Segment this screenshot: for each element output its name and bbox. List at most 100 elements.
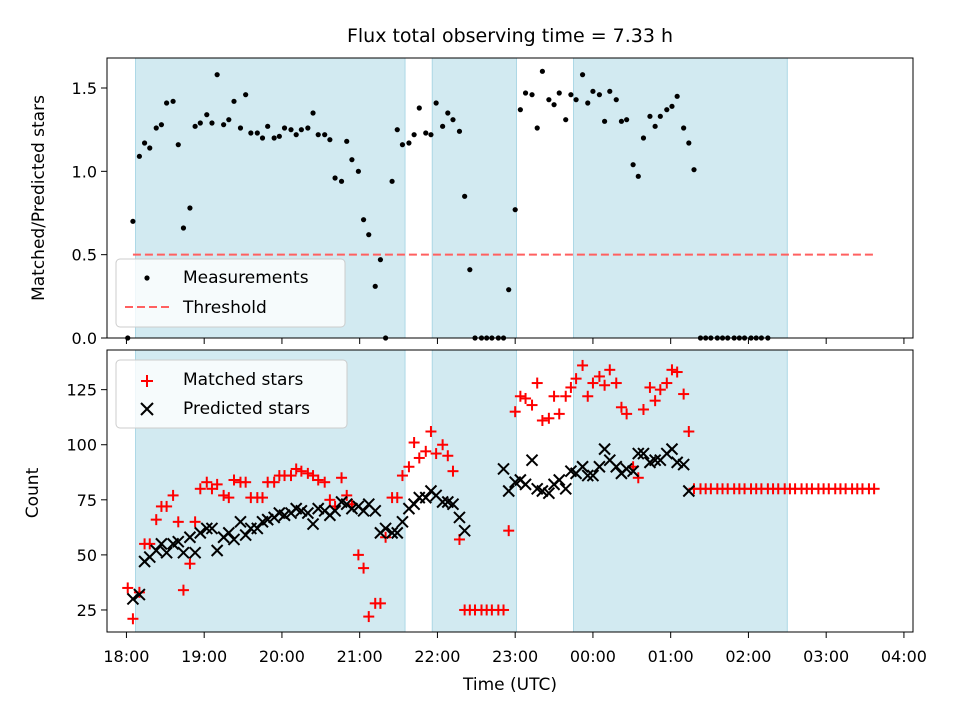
ratio-panel-frame [106,57,914,339]
predicted-star-stroke-b [593,460,606,473]
measurement-point [613,97,619,103]
matched-star-point [161,500,173,512]
matched-star-point [211,478,223,490]
predicted-star-stroke-b [610,460,623,473]
predicted-star-point [227,533,241,546]
measurement-point [440,123,446,129]
matched-star-point [582,390,594,402]
legend-predicted-marker [140,402,154,416]
measurement-point [607,88,613,94]
predicted-star-point [665,442,679,456]
predicted-star-stroke-b [227,533,241,546]
predicted-star-point [369,504,382,518]
matched-star-point [543,412,555,424]
measurement-point [399,142,406,148]
shaded-interval [431,57,517,339]
predicted-star-stroke-b [564,464,578,478]
matched-star-point [363,611,375,623]
matched-star-point [184,558,196,570]
measurement-point [573,97,579,103]
matched-star-point [374,597,386,609]
predicted-star-point [234,515,247,529]
matched-star-point [604,364,616,376]
measurement-point [416,105,422,111]
y-tick-label: 25 [77,601,97,620]
measurement-point [377,257,384,263]
measurement-point [635,173,641,179]
y-tick-label: 75 [77,491,97,510]
matched-star-point [302,467,314,479]
y-tick-label: 50 [77,546,97,565]
measurement-point [248,130,254,136]
count-y-axis: 25 50 75 100 125 [66,381,107,620]
ratio-legend-box [115,258,346,328]
measurement-point [652,123,658,129]
matched-star-point [666,364,678,376]
matched-star-point [615,401,627,413]
matched-star-point [661,377,673,389]
predicted-star-stroke-b [665,442,679,456]
measurement-point [450,117,456,123]
predicted-star-point [626,464,640,478]
x-tick-label: 01:00 [648,647,694,666]
x-tick-label: 18:00 [103,647,149,666]
legend-matched-label: Matched stars [183,370,303,390]
predicted-star-point [172,535,185,548]
predicted-star-point [126,592,140,606]
predicted-star-point [677,458,690,471]
measurement-point [355,168,361,174]
measurement-point [271,135,277,141]
predicted-star-stroke-b [620,462,633,476]
predicted-star-stroke-b [273,506,286,520]
measurement-point [243,92,249,98]
x-tick-label: 04:00 [881,647,927,666]
measurement-point [512,207,518,213]
matched-star-point [678,388,690,400]
matched-star-point [536,415,548,426]
predicted-star-stroke-b [632,447,645,460]
measurement-point [344,138,350,144]
matched-star-point [683,426,695,438]
measurement-point [657,113,663,119]
measurement-point [467,267,473,273]
predicted-star-point [682,484,696,498]
measurement-point [221,122,227,128]
measurement-point [585,100,591,106]
predicted-star-point [581,469,594,482]
predicted-star-point [160,546,173,559]
matched-star-point [144,538,156,550]
measurement-point [209,120,215,126]
count-legend-box [115,359,348,429]
matched-star-point [358,562,370,574]
predicted-star-point [502,484,515,498]
predicted-star-point [586,469,600,482]
matched-star-point [312,474,324,486]
x-tick-label: 23:00 [492,647,538,666]
predicted-star-stroke-b [357,504,370,518]
matched-star-point [577,359,589,371]
measurement-point [372,283,378,289]
measurement-point [681,125,687,131]
predicted-star-stroke-b [205,522,219,535]
measurement-point [529,92,535,98]
measurement-point [158,122,165,128]
matched-star-point [649,395,661,407]
matched-star-point [425,426,437,438]
matched-star-point [447,465,459,477]
measurement-point [556,90,562,96]
matched-star-point [352,549,364,561]
matched-star-point [637,403,649,415]
measurement-point [647,113,653,119]
measurement-point [293,132,299,138]
predicted-star-stroke-b [598,442,611,456]
measurement-point [423,130,429,136]
predicted-star-stroke-b [150,544,163,557]
measurement-point [338,178,345,184]
ratio-panel: 0.0 0.5 1.0 1.5 Matched/Predicted stars Mea… [29,57,914,348]
matched-star-point [644,381,656,393]
measurement-point [433,100,439,106]
count-panel-frame [106,349,914,633]
matched-star-point [593,370,605,382]
y-tick-label: 125 [66,381,97,400]
matched-star-point [565,381,577,393]
